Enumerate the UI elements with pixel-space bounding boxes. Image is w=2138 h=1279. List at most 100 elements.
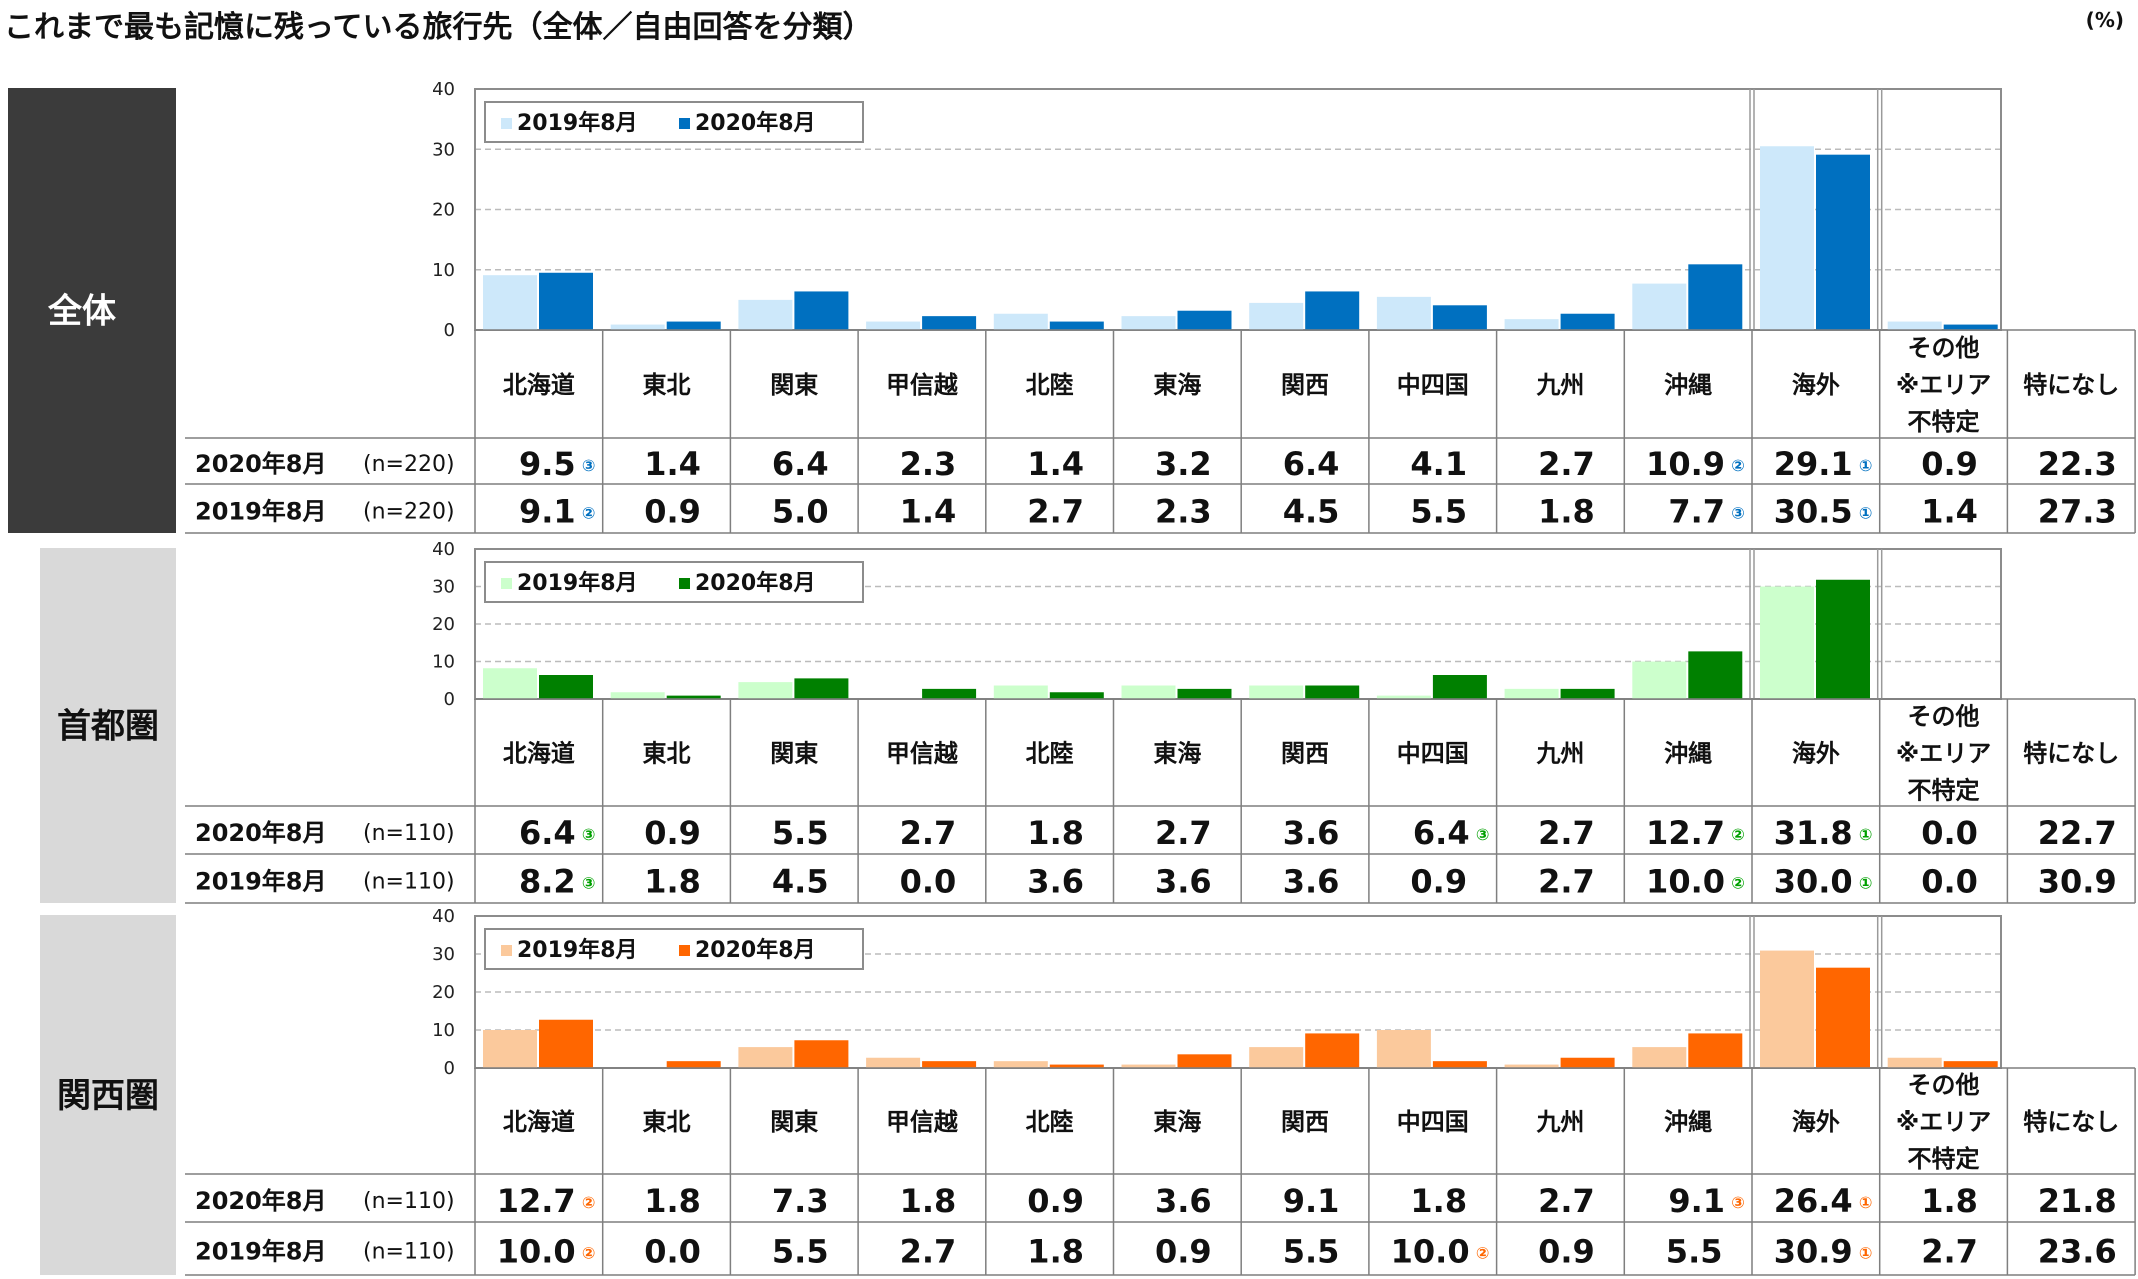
y-tick-label: 10 <box>432 260 455 281</box>
category-label: 海外 <box>1792 740 1840 768</box>
category-label: 特になし <box>2023 1108 2119 1136</box>
bar-2020 <box>1432 675 1487 699</box>
panel-sidebar <box>8 88 176 533</box>
table-cell: 6.4 <box>519 814 576 852</box>
category-label: 北陸 <box>1026 740 1074 768</box>
category-label: 北海道 <box>503 371 575 399</box>
legend-label: 2019年8月 <box>517 110 638 136</box>
table-cell: 30.5 <box>1774 493 1853 531</box>
category-label: 中四国 <box>1397 1108 1469 1136</box>
row-label: 2019年8月 <box>195 1238 327 1266</box>
table-cell: 1.4 <box>1027 445 1084 483</box>
bar-2019 <box>1249 1047 1304 1068</box>
table-cell: 1.8 <box>1027 814 1084 852</box>
table-cell: 31.8 <box>1774 814 1853 852</box>
legend-label: 2020年8月 <box>695 937 816 963</box>
bar-2019 <box>1887 321 1942 330</box>
y-tick-label: 40 <box>432 906 455 927</box>
bar-2020 <box>1049 1064 1104 1068</box>
y-tick-label: 30 <box>432 944 455 965</box>
row-label: 2019年8月 <box>195 868 327 896</box>
table-cell: 5.5 <box>1410 493 1467 531</box>
table-cell: 12.7 <box>1646 814 1725 852</box>
legend-swatch <box>679 578 690 589</box>
rank-badge: ② <box>582 504 596 523</box>
bar-2020 <box>794 291 849 330</box>
table-cell: 9.1 <box>1283 1182 1340 1220</box>
bar-2019 <box>483 1030 537 1068</box>
bar-2019 <box>993 685 1048 699</box>
rank-badge: ③ <box>582 825 596 844</box>
category-label: 不特定 <box>1908 408 1980 436</box>
table-cell: 0.9 <box>1027 1182 1084 1220</box>
table-cell: 26.4 <box>1774 1182 1853 1220</box>
bar-2019 <box>1760 586 1814 699</box>
row-sample-size: (n=220) <box>363 500 455 525</box>
category-label: 東北 <box>643 371 691 399</box>
table-cell: 6.4 <box>1283 445 1340 483</box>
category-label: 関西 <box>1281 1108 1329 1136</box>
category-label: 北陸 <box>1026 371 1074 399</box>
table-cell: 0.9 <box>1921 445 1978 483</box>
legend-swatch <box>501 945 512 956</box>
table-cell: 10.0 <box>497 1233 576 1271</box>
row-label: 2019年8月 <box>195 498 327 526</box>
category-label: 関西 <box>1281 371 1329 399</box>
y-tick-label: 0 <box>444 320 455 341</box>
category-label: 沖縄 <box>1664 371 1712 399</box>
rank-badge: ① <box>1859 825 1873 844</box>
rank-badge: ③ <box>1731 1193 1745 1212</box>
table-cell: 0.0 <box>1921 863 1978 901</box>
panel-title: 関西圏 <box>57 1076 159 1116</box>
category-label: 不特定 <box>1908 1145 1980 1173</box>
rank-badge: ② <box>1731 825 1745 844</box>
category-label: 特になし <box>2023 740 2119 768</box>
bar-2020 <box>1816 154 1870 330</box>
table-cell: 3.6 <box>1155 1182 1212 1220</box>
table-cell: 2.7 <box>1921 1233 1978 1271</box>
category-label: 東海 <box>1153 1108 1201 1136</box>
bar-2019 <box>738 682 793 699</box>
bar-2019 <box>483 275 537 330</box>
table-cell: 10.9 <box>1646 445 1725 483</box>
y-tick-label: 10 <box>432 652 455 673</box>
bar-2019 <box>1376 695 1431 699</box>
category-label: ※エリア <box>1896 740 1991 768</box>
y-tick-label: 30 <box>432 139 455 160</box>
category-label: ※エリア <box>1896 371 1991 399</box>
rank-badge: ③ <box>582 874 596 893</box>
legend <box>484 561 864 603</box>
bar-2019 <box>1121 1064 1176 1068</box>
table-cell: 3.6 <box>1283 814 1340 852</box>
table-cell: 5.5 <box>1666 1233 1723 1271</box>
bar-2019 <box>1376 296 1431 330</box>
table-cell: 0.0 <box>900 863 957 901</box>
rank-badge: ① <box>1859 1193 1873 1212</box>
y-tick-label: 20 <box>432 200 455 221</box>
category-label: 東北 <box>643 1108 691 1136</box>
category-label: 中四国 <box>1397 740 1469 768</box>
table-cell: 5.0 <box>772 493 829 531</box>
rank-badge: ② <box>1731 456 1745 475</box>
bar-2020 <box>1049 321 1104 330</box>
table-cell: 1.4 <box>900 493 957 531</box>
category-label: 東北 <box>643 740 691 768</box>
row-label: 2020年8月 <box>195 450 327 478</box>
bar-2019 <box>738 1047 793 1068</box>
category-label: 関東 <box>770 371 818 399</box>
table-cell: 7.3 <box>772 1182 829 1220</box>
y-tick-label: 40 <box>432 539 455 560</box>
bar-2020 <box>1560 313 1615 330</box>
row-label: 2020年8月 <box>195 819 327 847</box>
category-label: 特になし <box>2023 371 2119 399</box>
table-cell: 2.7 <box>1538 863 1595 901</box>
table-cell: 9.1 <box>1668 1182 1725 1220</box>
table-cell: 1.8 <box>1538 493 1595 531</box>
row-sample-size: (n=110) <box>363 1240 455 1265</box>
bar-2020 <box>1177 310 1232 330</box>
table-cell: 21.8 <box>2038 1182 2117 1220</box>
panel-sidebar <box>40 548 176 903</box>
table-cell: 4.5 <box>772 863 829 901</box>
legend-label: 2020年8月 <box>695 570 816 596</box>
